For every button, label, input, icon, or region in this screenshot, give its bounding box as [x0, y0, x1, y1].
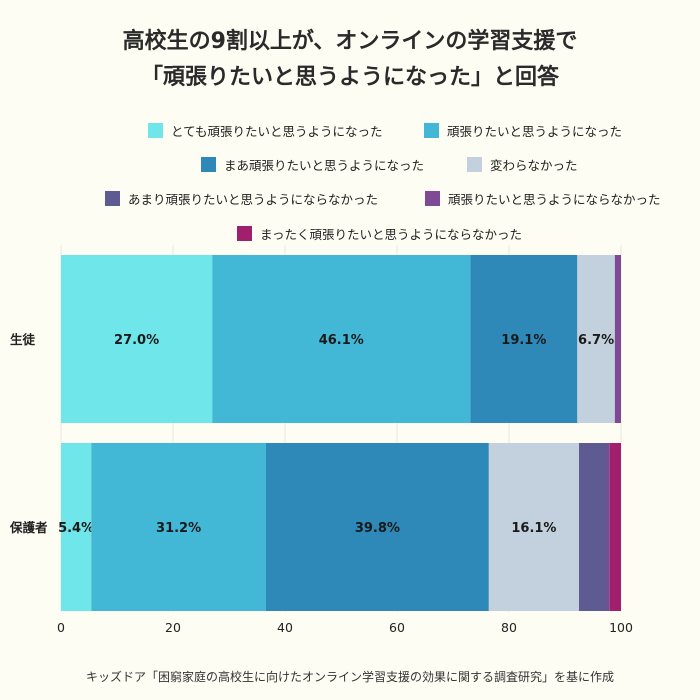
- data-label-1-3: 16.1%: [511, 521, 556, 536]
- data-label-0-3: 6.7%: [578, 333, 614, 348]
- legend-swatch-1: [148, 122, 163, 138]
- legend-item-2: 頑張りたいと思うようになった: [424, 121, 622, 139]
- category-label-1: 保護者: [9, 520, 48, 535]
- chart-title-line-1: 高校生の9割以上が、オンラインの学習支援で: [122, 29, 578, 54]
- bar-segment-1-5: [607, 443, 610, 611]
- legend-swatch-7: [237, 225, 252, 241]
- legend-label-2: 頑張りたいと思うようになった: [447, 123, 623, 139]
- bar-segment-0-2: [470, 255, 578, 423]
- bar-segment-1-3: [488, 443, 579, 611]
- x-tick-label-1: 20: [165, 620, 181, 635]
- bar-segment-1-6: [609, 443, 621, 611]
- legend-label-5: あまり頑張りたいと思うようにならなかった: [128, 191, 379, 207]
- bar-segment-0-0: [61, 255, 213, 423]
- legend-label-4: 変わらなかった: [490, 157, 578, 173]
- legend-label-6: 頑張りたいと思うようにならなかった: [448, 191, 661, 207]
- source-note: キッズドア「困窮家庭の高校生に向けたオンライン学習支援の効果に関する調査研究」を…: [85, 670, 614, 684]
- x-tick-label-5: 100: [609, 620, 633, 635]
- bar-segment-1-4: [579, 443, 607, 611]
- data-label-1-1: 31.2%: [156, 521, 201, 536]
- bar-segment-1-1: [91, 443, 266, 611]
- bar-segment-1-2: [265, 443, 489, 611]
- legend-item-3: まあ頑張りたいと思うようになった: [201, 155, 424, 173]
- chart-title-line-2: 「頑張りたいと思うようになった」と回答: [140, 65, 559, 90]
- legend-label-3: まあ頑張りたいと思うようになった: [224, 157, 425, 173]
- bar-segment-0-5: [614, 255, 621, 423]
- data-label-1-2: 39.8%: [355, 521, 400, 536]
- data-label-0-2: 19.1%: [501, 333, 546, 348]
- legend-swatch-5: [105, 190, 120, 206]
- x-tick-label-4: 80: [501, 620, 517, 635]
- category-label-0: 生徒: [10, 332, 36, 347]
- legend-item-5: あまり頑張りたいと思うようにならなかった: [105, 189, 378, 207]
- legend-swatch-3: [201, 156, 216, 172]
- legend-swatch-6: [425, 190, 440, 206]
- data-label-1-0: 5.4%: [58, 521, 94, 536]
- legend-swatch-4: [467, 156, 482, 172]
- bar-segment-0-3: [577, 255, 615, 423]
- bar-segment-0-1: [212, 255, 471, 423]
- data-label-0-0: 27.0%: [114, 333, 159, 348]
- x-tick-label-0: 0: [57, 620, 65, 635]
- x-tick-label-2: 40: [277, 620, 293, 635]
- legend-item-6: 頑張りたいと思うようにならなかった: [425, 189, 661, 207]
- bar-segment-1-0: [61, 443, 92, 611]
- x-tick-label-3: 60: [389, 620, 405, 635]
- legend-label-1: とても頑張りたいと思うようになった: [171, 123, 383, 139]
- legend-item-1: とても頑張りたいと思うようになった: [148, 121, 383, 139]
- legend-swatch-2: [424, 122, 439, 138]
- legend-label-7: まったく頑張りたいと思うようにならなかった: [260, 226, 523, 242]
- legend-item-4: 変わらなかった: [467, 155, 578, 173]
- data-label-0-1: 46.1%: [319, 333, 364, 348]
- legend-item-7: まったく頑張りたいと思うようにならなかった: [237, 224, 522, 242]
